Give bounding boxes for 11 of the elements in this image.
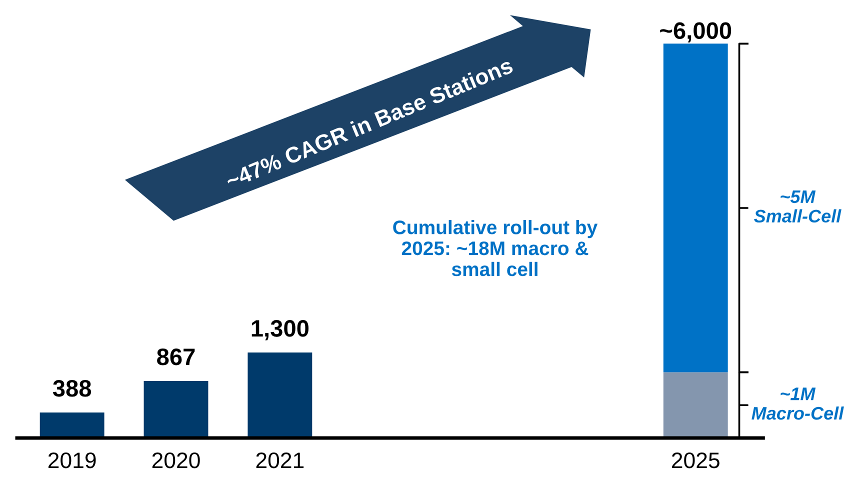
- x-tick-label: 2020: [152, 452, 200, 468]
- data-label: 388: [52, 380, 92, 397]
- series-label: ~5M Small-Cell: [754, 190, 842, 223]
- total-label: ~6,000: [660, 22, 732, 42]
- data-label: 1,300: [252, 320, 309, 340]
- x-tick-label: 2021: [256, 452, 304, 468]
- x-tick-label: 2025: [672, 452, 720, 468]
- series-label: ~1M Macro-Cell: [752, 388, 844, 420]
- data-label: 867: [157, 348, 195, 366]
- x-tick-label: 2019: [48, 452, 96, 468]
- annotation: Cumulative roll-out by 2025: ~18M macro & small cell: [393, 220, 598, 276]
